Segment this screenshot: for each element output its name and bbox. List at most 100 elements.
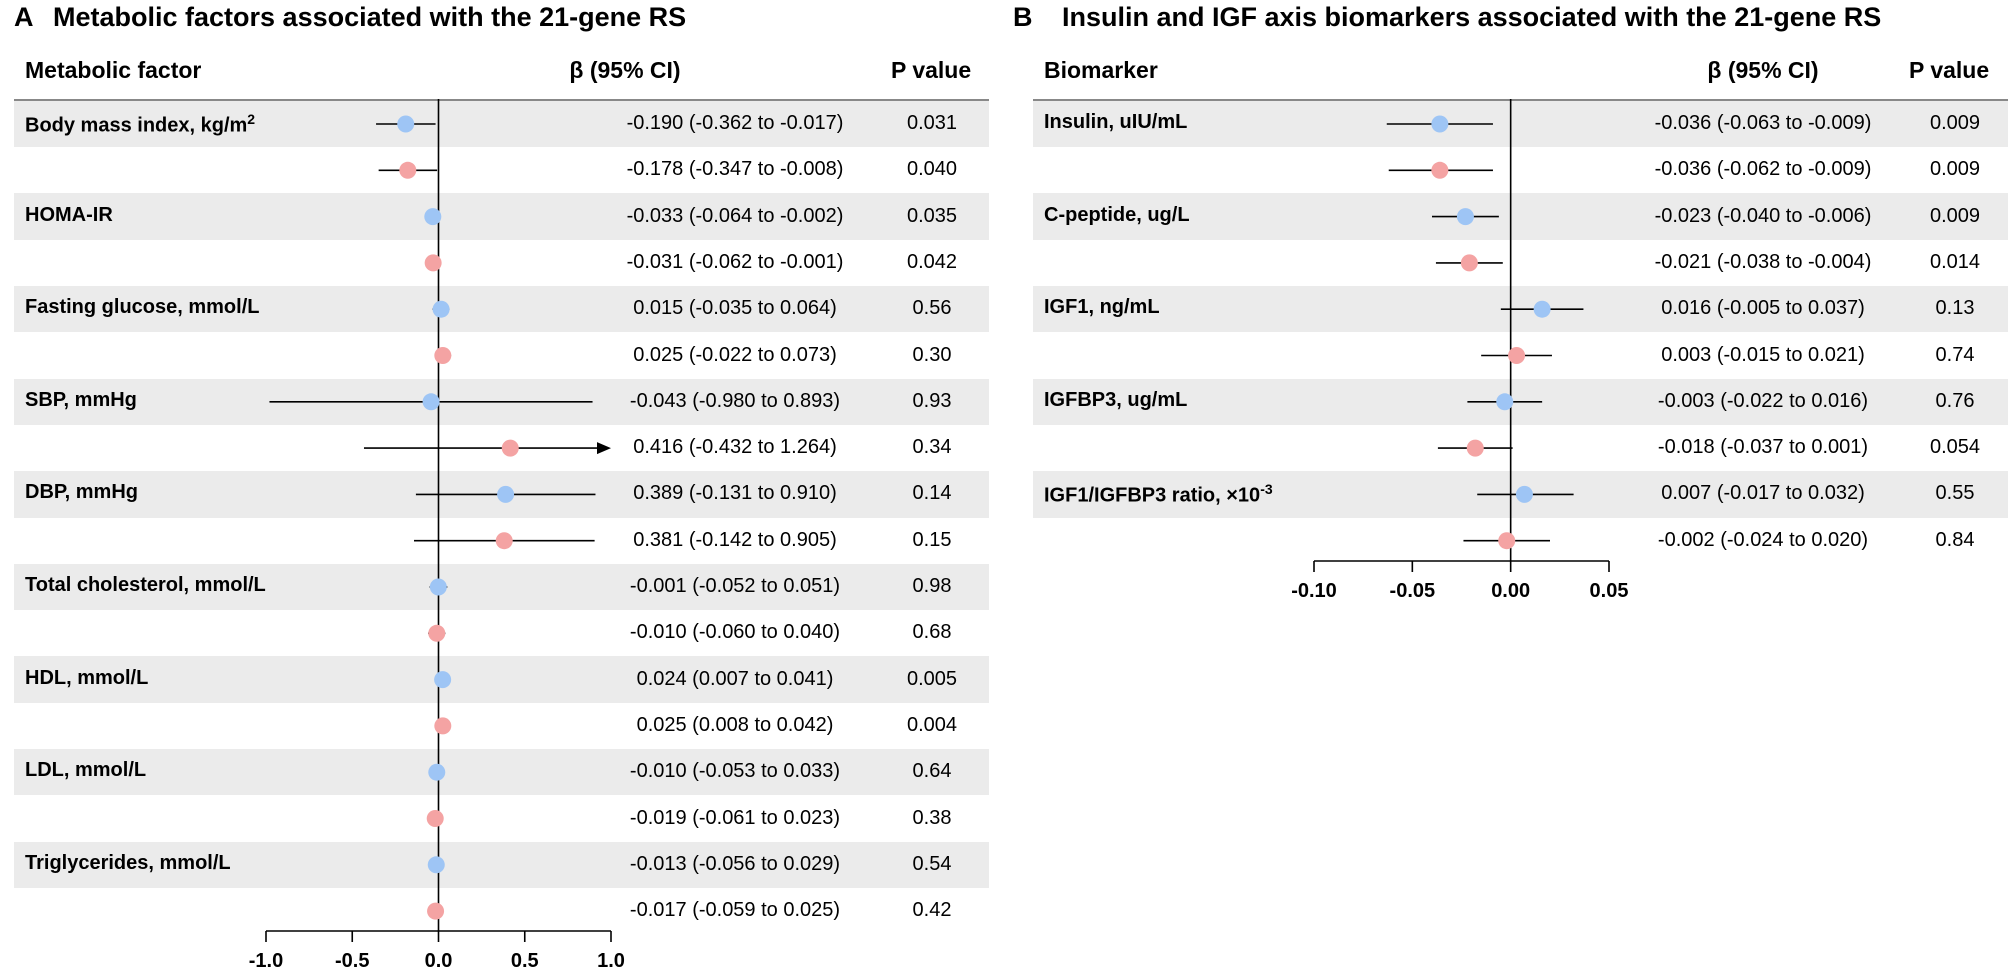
beta-ci-value: -0.023 (-0.040 to -0.006) <box>1654 204 1872 227</box>
point-estimate-blue <box>397 115 415 133</box>
beta-ci-value: -0.033 (-0.064 to -0.002) <box>626 204 844 227</box>
point-estimate-blue <box>1496 393 1514 411</box>
row-label: Triglycerides, mmol/L <box>25 851 231 874</box>
point-estimate-red <box>428 624 446 642</box>
beta-ci-value: -0.010 (-0.060 to 0.040) <box>629 621 841 644</box>
p-value: 0.74 <box>1935 343 1975 366</box>
panel-a-header-rule <box>14 99 989 101</box>
p-value: 0.042 <box>906 250 958 273</box>
panel-a-col-beta: β (95% CI) <box>569 57 681 83</box>
x-axis-tick-label: 0.5 <box>511 950 539 970</box>
x-axis-tick-label: 0.00 <box>1491 580 1530 602</box>
beta-ci-value: -0.017 (-0.059 to 0.025) <box>629 899 841 922</box>
point-estimate-red <box>426 810 444 827</box>
row-stripe <box>1033 100 2008 148</box>
row-label: DBP, mmHg <box>25 481 138 504</box>
p-value: 0.004 <box>906 713 958 736</box>
x-axis-tick-label: 0.0 <box>425 950 453 970</box>
point-estimate-red <box>495 532 513 550</box>
point-estimate-blue <box>422 393 440 411</box>
point-estimate-blue <box>427 856 445 874</box>
panel-a-col-p: P value <box>891 57 972 83</box>
beta-ci-value: 0.007 (-0.017 to 0.032) <box>1661 482 1865 505</box>
point-estimate-blue <box>434 671 452 689</box>
point-estimate-blue <box>432 300 450 318</box>
p-value: 0.84 <box>1935 528 1975 551</box>
beta-ci-value: 0.003 (-0.015 to 0.021) <box>1661 343 1865 366</box>
beta-ci-value: 0.015 (-0.035 to 0.064) <box>633 297 837 320</box>
beta-ci-value: 0.025 (0.008 to 0.042) <box>636 713 834 736</box>
x-axis-tick-label: 1.0 <box>597 950 625 970</box>
p-value: 0.34 <box>912 436 952 459</box>
p-value: 0.54 <box>912 852 952 875</box>
beta-ci-value: 0.024 (0.007 to 0.041) <box>636 667 834 690</box>
row-stripe <box>14 193 989 240</box>
beta-ci-value: -0.018 (-0.037 to 0.001) <box>1657 436 1869 459</box>
point-estimate-red <box>1508 347 1526 364</box>
row-stripe <box>14 656 989 703</box>
p-value: 0.55 <box>1935 482 1975 505</box>
p-value: 0.76 <box>1935 389 1975 412</box>
row-stripe <box>1033 193 2008 240</box>
beta-ci-value: -0.036 (-0.062 to -0.009) <box>1654 158 1872 181</box>
point-estimate-blue <box>1456 208 1474 226</box>
x-axis-tick-label: -0.5 <box>335 950 369 970</box>
row-stripe <box>14 841 989 888</box>
point-estimate-blue <box>497 485 515 503</box>
point-estimate-red <box>1460 254 1478 272</box>
row-label: Fasting glucose, mmol/L <box>25 296 260 319</box>
point-estimate-red <box>399 161 417 179</box>
point-estimate-blue <box>1515 485 1533 503</box>
row-stripe <box>14 286 989 333</box>
p-value: 0.005 <box>906 667 958 690</box>
row-label: IGFBP3, ug/mL <box>1044 388 1188 411</box>
p-value: 0.64 <box>912 760 952 783</box>
p-value: 0.15 <box>912 528 952 551</box>
beta-ci-value: 0.389 (-0.131 to 0.910) <box>633 482 837 505</box>
point-estimate-red <box>434 347 452 364</box>
row-label: HDL, mmol/L <box>25 666 149 689</box>
beta-ci-value: -0.021 (-0.038 to -0.004) <box>1654 250 1872 273</box>
row-label: IGF1/IGFBP3 ratio, ×10-3 <box>1044 481 1273 508</box>
p-value: 0.93 <box>912 389 952 412</box>
beta-ci-value: -0.031 (-0.062 to -0.001) <box>626 250 844 273</box>
point-estimate-red <box>1498 532 1516 550</box>
point-estimate-red <box>1466 439 1484 457</box>
ci-arrow <box>597 442 611 455</box>
p-value: 0.035 <box>906 204 958 227</box>
beta-ci-value: -0.019 (-0.061 to 0.023) <box>629 806 841 829</box>
p-value: 0.56 <box>912 297 952 320</box>
row-label: HOMA-IR <box>25 203 113 226</box>
p-value: 0.98 <box>912 575 952 597</box>
p-value: 0.031 <box>906 112 958 134</box>
beta-ci-value: -0.002 (-0.024 to 0.020) <box>1657 528 1869 551</box>
p-value: 0.040 <box>906 158 958 181</box>
point-estimate-red <box>424 254 442 272</box>
x-axis-tick-label: 0.05 <box>1590 580 1629 602</box>
row-label: LDL, mmol/L <box>25 759 147 782</box>
beta-ci-value: -0.190 (-0.362 to -0.017) <box>626 112 844 134</box>
beta-ci-value: -0.043 (-0.980 to 0.893) <box>629 389 841 412</box>
p-value: 0.38 <box>912 806 952 829</box>
x-axis-tick-label: -0.05 <box>1390 580 1436 602</box>
point-estimate-blue <box>1533 300 1551 318</box>
row-label: C-peptide, ug/L <box>1044 203 1190 226</box>
point-estimate-red <box>501 439 519 457</box>
beta-ci-value: 0.416 (-0.432 to 1.264) <box>633 436 837 459</box>
row-label: IGF1, ng/mL <box>1044 296 1160 319</box>
row-label: SBP, mmHg <box>25 388 137 411</box>
beta-ci-value: -0.178 (-0.347 to -0.008) <box>626 158 844 181</box>
p-value: 0.009 <box>1929 112 1981 134</box>
p-value: 0.009 <box>1929 204 1981 227</box>
panel-b-header-rule <box>1033 99 2008 101</box>
point-estimate-red <box>427 902 445 920</box>
panel-a-title: Metabolic factors associated with the 21… <box>53 2 687 32</box>
point-estimate-red <box>1431 161 1449 179</box>
row-stripe <box>14 100 989 148</box>
beta-ci-value: -0.001 (-0.052 to 0.051) <box>629 575 841 597</box>
row-label: Total cholesterol, mmol/L <box>25 574 266 596</box>
point-estimate-blue <box>1431 115 1449 133</box>
beta-ci-value: -0.036 (-0.063 to -0.009) <box>1654 112 1872 134</box>
